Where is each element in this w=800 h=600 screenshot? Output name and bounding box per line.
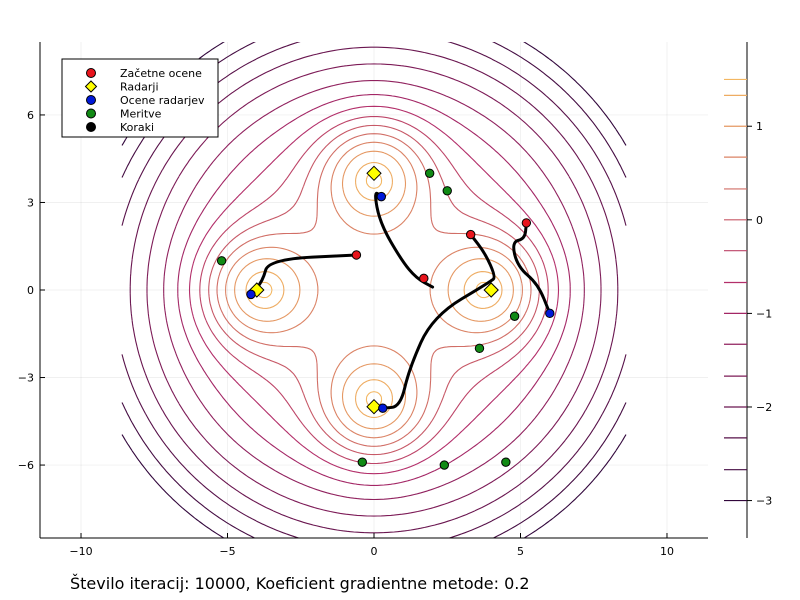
legend-marker-1 [84,80,98,93]
contour-level-9 [208,124,540,456]
colorbar-tick-label-3: −2 [756,401,772,414]
point-2-1 [246,289,256,300]
contour-level-2 [121,42,627,538]
legend-marker-2 [86,95,96,105]
point-1-2 [483,282,499,298]
step-path-3 [512,221,552,315]
point-3-0 [424,168,435,178]
contour-level-7 [188,105,560,475]
contour-lines [121,42,627,538]
contour-level-8 [199,115,549,465]
point-0-0 [351,250,362,260]
point-0-2 [465,229,476,240]
point-3-1 [442,186,452,196]
step-path-1 [374,191,435,289]
legend-marker-0 [86,68,96,78]
legend-label-3: Meritve [120,108,162,121]
colorbar-tick-label-1: 0 [756,214,763,227]
point-2-3 [378,403,388,413]
legend-label-1: Radarji [120,81,159,94]
y-tick-label-0: −6 [18,459,34,472]
legend-marker-4 [86,122,96,132]
x-tick-label-4: 10 [660,545,674,558]
legend-label-0: Začetne ocene [120,67,202,80]
x-tick-label-2: 0 [371,545,378,558]
x-tick-label-3: 5 [517,545,524,558]
colorbar-tick-label-2: −1 [756,307,772,320]
grid [40,42,708,538]
x-tick-label-0: −10 [69,545,92,558]
y-tick-label-1: −3 [18,372,34,385]
contour-level-5 [163,79,585,501]
point-3-4 [474,343,485,354]
point-0-3 [521,218,532,228]
colorbar-tick-label-0: 1 [756,120,763,133]
y-tick-label-4: 6 [27,109,34,122]
point-3-7 [501,457,511,467]
point-3-6 [439,460,450,470]
point-3-3 [509,311,520,321]
colorbar-tick-label-4: −3 [756,495,772,508]
colorbar: 1 0 −1 −2 −3 [724,42,772,538]
legend-marker-3 [86,108,96,119]
contour-level-12 [234,150,514,430]
x-tick-label-1: −5 [219,545,235,558]
point-2-2 [545,308,555,319]
contour-level-1 [121,42,627,538]
point-2-0 [376,191,387,202]
chart-caption: Število iteracij: 10000, Koeficient grad… [70,574,530,593]
y-tick-label-2: 0 [27,284,34,297]
point-0-1 [419,273,429,284]
point-3-5 [357,457,367,467]
axes: −10 −5 0 5 10 −6 −3 0 3 6 [18,42,708,558]
data-points [216,165,555,470]
point-1-0 [366,165,382,182]
contour-level-4 [146,63,602,517]
step-paths [249,191,552,410]
contour-level-6 [177,94,571,486]
legend-label-2: Ocene radarjev [120,94,205,107]
legend-label-4: Koraki [120,121,154,134]
step-path-0 [249,253,358,296]
y-tick-label-3: 3 [27,196,34,209]
point-1-3 [366,398,382,415]
point-1-1 [249,282,265,298]
step-path-2 [381,233,496,410]
point-3-2 [216,256,227,266]
